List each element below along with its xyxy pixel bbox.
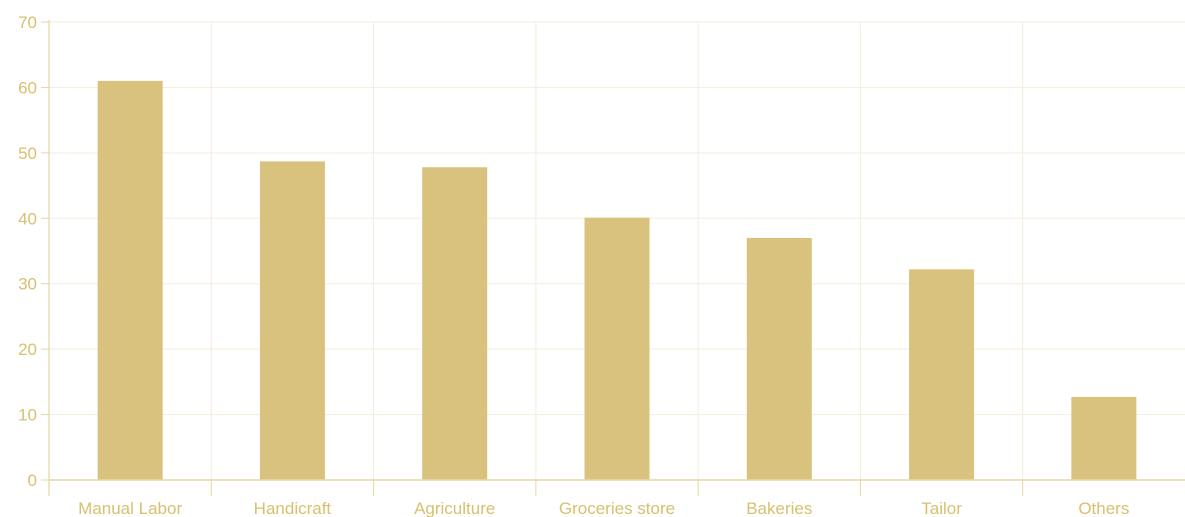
- axes-layer: [48, 20, 1185, 496]
- x-tick-label: Groceries store: [559, 499, 675, 517]
- bar-agriculture: [422, 167, 488, 480]
- y-tick-label: 50: [18, 144, 37, 163]
- x-tick-label: Manual Labor: [78, 499, 182, 517]
- x-tick-label: Handicraft: [254, 499, 332, 517]
- x-tick-label: Bakeries: [746, 499, 812, 517]
- y-tick-label: 20: [18, 340, 37, 359]
- y-tick-label: 30: [18, 275, 37, 294]
- bar-others: [1071, 396, 1137, 480]
- x-tick-label: Agriculture: [414, 499, 495, 517]
- labels-layer: 0 10 20 30 40 50 60 70 Manual Labor Handicraft Agr…: [18, 13, 1129, 517]
- x-tick-label: Others: [1078, 499, 1129, 517]
- y-tick-label: 10: [18, 406, 37, 425]
- y-tick-label: 40: [18, 209, 37, 228]
- bars-layer: [97, 80, 1137, 481]
- bar-manual-labor: [97, 80, 163, 480]
- bar-groceries-store: [584, 217, 650, 481]
- y-tick-label: 0: [28, 471, 37, 490]
- bar-tailor: [909, 269, 975, 480]
- x-tick-label: Tailor: [921, 499, 962, 517]
- bar-bakeries: [746, 237, 812, 480]
- y-tick-label: 60: [18, 78, 37, 97]
- y-tick-label: 70: [18, 13, 37, 32]
- bar-handicraft: [259, 161, 325, 480]
